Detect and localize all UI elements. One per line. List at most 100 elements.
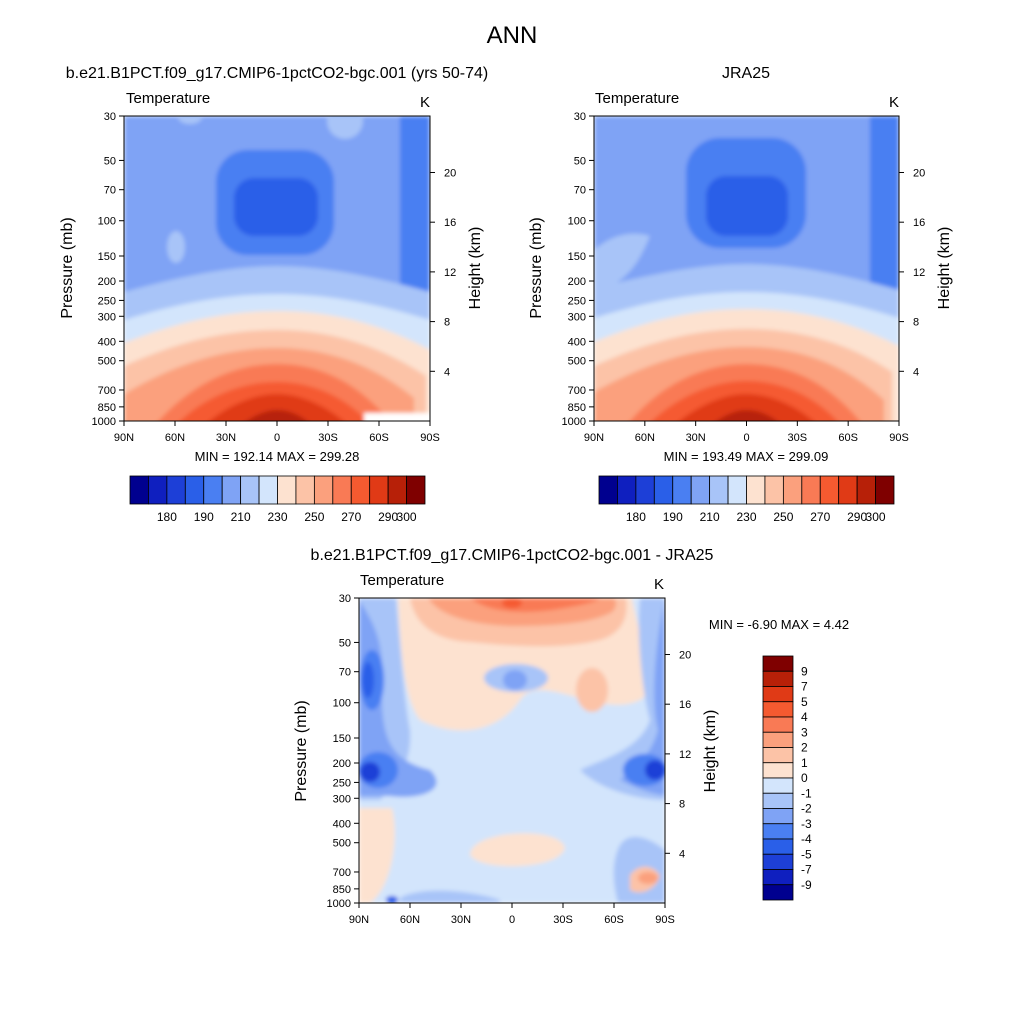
y-tick-label: 500 bbox=[568, 356, 586, 368]
x-tick-label: 60N bbox=[165, 432, 185, 444]
x-tick-label: 90S bbox=[655, 914, 675, 926]
x-tick-label: 90N bbox=[349, 914, 369, 926]
y-tick-label: 30 bbox=[574, 111, 586, 123]
contour-band bbox=[386, 896, 398, 903]
panel-left-label: Temperature bbox=[360, 572, 444, 589]
x-tick-label: 30N bbox=[451, 914, 471, 926]
colorbar-label: 230 bbox=[267, 510, 287, 524]
x-axis: 90N 60N 30N 0 30S 60S 90S bbox=[584, 421, 909, 444]
y-tick-label: 150 bbox=[568, 251, 586, 263]
colorbar-box bbox=[838, 475, 858, 505]
contour-band bbox=[246, 410, 307, 421]
y-tick-label: 850 bbox=[568, 402, 586, 414]
y2-tick-label: 12 bbox=[913, 267, 925, 279]
colorbar-box bbox=[762, 731, 794, 748]
y2-tick-label: 20 bbox=[913, 167, 925, 179]
y2-tick-label: 4 bbox=[679, 848, 685, 860]
contour-band bbox=[580, 598, 665, 800]
y-axis-left: 30 50 70 100 150 200 250 300 400 500 700 850 1000 bbox=[327, 593, 359, 910]
y2-tick-label: 20 bbox=[679, 649, 691, 661]
x-tick-label: 60S bbox=[604, 914, 624, 926]
temperature-field bbox=[124, 116, 430, 421]
y-axis-left: 30 50 70 100 150 200 250 300 400 500 700 850 1000 bbox=[92, 111, 124, 428]
y-tick-label: 400 bbox=[98, 336, 116, 348]
y2-tick-label: 4 bbox=[913, 366, 919, 378]
colorbar-box bbox=[295, 475, 315, 505]
y-tick-label: 1000 bbox=[327, 898, 351, 910]
contour-band bbox=[716, 410, 777, 421]
colorbar-box bbox=[313, 475, 334, 505]
temperature-field bbox=[594, 116, 899, 421]
colorbar-box bbox=[856, 475, 876, 505]
colorbar-label: -1 bbox=[801, 786, 812, 800]
colorbar-label: 5 bbox=[801, 695, 808, 709]
colorbar-label: 270 bbox=[810, 510, 830, 524]
x-tick-label: 0 bbox=[743, 432, 749, 444]
colorbar-label: 180 bbox=[626, 510, 646, 524]
y-tick-label: 500 bbox=[333, 838, 351, 850]
colorbar-label: 230 bbox=[736, 510, 756, 524]
colorbar-label: 9 bbox=[801, 664, 808, 678]
x-tick-label: 90N bbox=[114, 432, 134, 444]
y-tick-label: 150 bbox=[98, 251, 116, 263]
y-tick-label: 100 bbox=[568, 216, 586, 228]
y2-tick-label: 8 bbox=[913, 317, 919, 329]
y-tick-label: 850 bbox=[98, 402, 116, 414]
y2-tick-label: 4 bbox=[444, 366, 450, 378]
contour-band bbox=[167, 231, 185, 263]
colorbar-box bbox=[762, 869, 794, 886]
y-tick-label: 70 bbox=[339, 667, 351, 679]
panel-left-label: Temperature bbox=[126, 90, 210, 107]
y-tick-label: 50 bbox=[104, 155, 116, 167]
colorbar-box bbox=[690, 475, 711, 505]
colorbar-box bbox=[762, 762, 794, 779]
y-axis-right: 20 16 12 8 4 bbox=[665, 649, 691, 860]
colorbar-label: -4 bbox=[801, 832, 812, 846]
colorbar-label: -9 bbox=[801, 878, 812, 892]
y-tick-label: 250 bbox=[333, 777, 351, 789]
colorbar-box bbox=[369, 475, 389, 505]
colorbar-label: 210 bbox=[231, 510, 251, 524]
difference-field bbox=[359, 598, 665, 903]
x-tick-label: 30S bbox=[788, 432, 808, 444]
colorbar-box bbox=[762, 655, 794, 672]
x-tick-label: 0 bbox=[509, 914, 515, 926]
colorbar-box bbox=[762, 838, 794, 855]
contour-band bbox=[400, 890, 500, 903]
contour-band bbox=[359, 808, 395, 903]
colorbar-box bbox=[762, 670, 794, 687]
colorbar-label: 300 bbox=[397, 510, 417, 524]
colorbar-label: 290 bbox=[378, 510, 398, 524]
colorbar-label: 180 bbox=[157, 510, 177, 524]
y-axis-label: Pressure (mb) bbox=[59, 217, 76, 318]
colorbar-label: 1 bbox=[801, 756, 808, 770]
contour-band bbox=[503, 670, 527, 690]
contour-band bbox=[594, 233, 650, 292]
colorbar-box bbox=[332, 475, 352, 505]
panel-title: b.e21.B1PCT.f09_g17.CMIP6-1pctCO2-bgc.00… bbox=[311, 547, 714, 564]
colorbar-box bbox=[617, 475, 637, 505]
y2-tick-label: 16 bbox=[679, 699, 691, 711]
y-tick-label: 400 bbox=[333, 818, 351, 830]
colorbar-label: 4 bbox=[801, 710, 808, 724]
y-tick-label: 100 bbox=[98, 216, 116, 228]
y-tick-label: 700 bbox=[568, 385, 586, 397]
colorbar-box bbox=[801, 475, 821, 505]
x-tick-label: 30N bbox=[216, 432, 236, 444]
colorbar-label: -7 bbox=[801, 863, 812, 877]
y2-axis-label: Height (km) bbox=[702, 710, 719, 793]
contour-band bbox=[645, 760, 665, 780]
y-axis-right: 20 16 12 8 4 bbox=[899, 167, 925, 378]
y2-tick-label: 8 bbox=[679, 799, 685, 811]
colorbar-label: 2 bbox=[801, 741, 808, 755]
y-tick-label: 150 bbox=[333, 733, 351, 745]
contour-band bbox=[638, 872, 658, 884]
x-tick-label: 60N bbox=[400, 914, 420, 926]
colorbar-label: -2 bbox=[801, 802, 812, 816]
colorbar-box bbox=[184, 475, 205, 505]
colorbar-box bbox=[819, 475, 840, 505]
colorbar-label: 190 bbox=[663, 510, 683, 524]
y-tick-label: 100 bbox=[333, 698, 351, 710]
missing-data bbox=[364, 413, 430, 421]
y2-tick-label: 12 bbox=[444, 267, 456, 279]
